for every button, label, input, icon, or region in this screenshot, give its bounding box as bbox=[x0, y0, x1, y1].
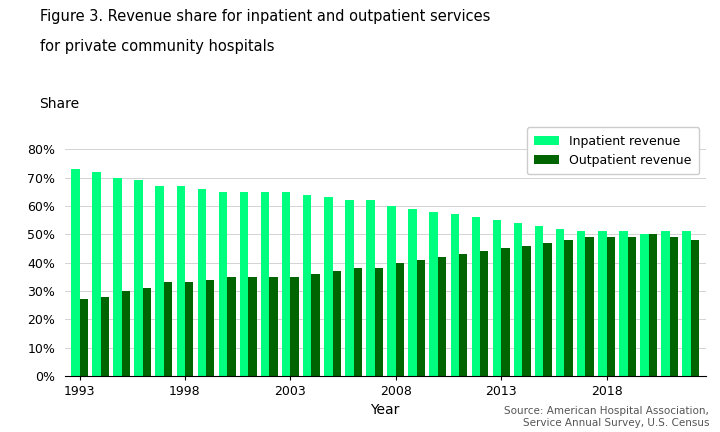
Bar bbox=[619, 232, 628, 376]
Text: Figure 3. Revenue share for inpatient and outpatient services: Figure 3. Revenue share for inpatient an… bbox=[40, 9, 490, 24]
Bar bbox=[324, 197, 333, 376]
Bar bbox=[290, 277, 299, 376]
Bar bbox=[438, 257, 446, 376]
Bar bbox=[164, 283, 172, 376]
Bar bbox=[206, 280, 215, 376]
Text: Source: American Hospital Association,
Service Annual Survey, U.S. Census: Source: American Hospital Association, S… bbox=[504, 406, 709, 428]
Bar bbox=[345, 200, 354, 376]
Bar bbox=[556, 229, 564, 376]
Bar bbox=[101, 296, 109, 376]
Bar bbox=[649, 234, 657, 376]
Bar bbox=[670, 237, 678, 376]
Bar bbox=[544, 243, 552, 376]
Bar bbox=[628, 237, 636, 376]
Bar bbox=[156, 186, 164, 376]
Bar bbox=[662, 232, 670, 376]
Bar bbox=[598, 232, 606, 376]
Bar bbox=[585, 237, 594, 376]
Bar bbox=[122, 291, 130, 376]
Bar bbox=[535, 226, 544, 376]
Bar bbox=[408, 209, 417, 376]
Bar bbox=[374, 268, 383, 376]
Bar bbox=[79, 299, 88, 376]
Bar bbox=[501, 248, 510, 376]
Bar bbox=[396, 263, 404, 376]
Bar bbox=[564, 240, 573, 376]
Text: for private community hospitals: for private community hospitals bbox=[40, 39, 274, 54]
Bar bbox=[143, 288, 151, 376]
X-axis label: Year: Year bbox=[371, 403, 400, 417]
Bar bbox=[429, 212, 438, 376]
Bar bbox=[92, 172, 101, 376]
Text: Share: Share bbox=[40, 97, 80, 111]
Bar bbox=[261, 192, 269, 376]
Bar bbox=[514, 223, 522, 376]
Bar bbox=[185, 283, 194, 376]
Bar bbox=[113, 178, 122, 376]
Bar bbox=[219, 192, 227, 376]
Bar bbox=[71, 169, 79, 376]
Bar bbox=[312, 274, 320, 376]
Bar bbox=[366, 200, 374, 376]
Bar bbox=[459, 254, 467, 376]
Bar bbox=[417, 260, 426, 376]
Bar bbox=[197, 189, 206, 376]
Bar bbox=[269, 277, 278, 376]
Bar bbox=[472, 217, 480, 376]
Bar bbox=[640, 234, 649, 376]
Bar bbox=[522, 245, 531, 376]
Bar bbox=[248, 277, 256, 376]
Bar bbox=[303, 194, 312, 376]
Legend: Inpatient revenue, Outpatient revenue: Inpatient revenue, Outpatient revenue bbox=[527, 127, 699, 175]
Bar bbox=[691, 240, 699, 376]
Bar bbox=[492, 220, 501, 376]
Bar bbox=[227, 277, 235, 376]
Bar bbox=[451, 214, 459, 376]
Bar bbox=[282, 192, 290, 376]
Bar bbox=[354, 268, 362, 376]
Bar bbox=[176, 186, 185, 376]
Bar bbox=[577, 232, 585, 376]
Bar bbox=[606, 237, 615, 376]
Bar bbox=[333, 271, 341, 376]
Bar bbox=[387, 206, 396, 376]
Bar bbox=[683, 232, 691, 376]
Bar bbox=[240, 192, 248, 376]
Bar bbox=[480, 251, 488, 376]
Bar bbox=[135, 181, 143, 376]
